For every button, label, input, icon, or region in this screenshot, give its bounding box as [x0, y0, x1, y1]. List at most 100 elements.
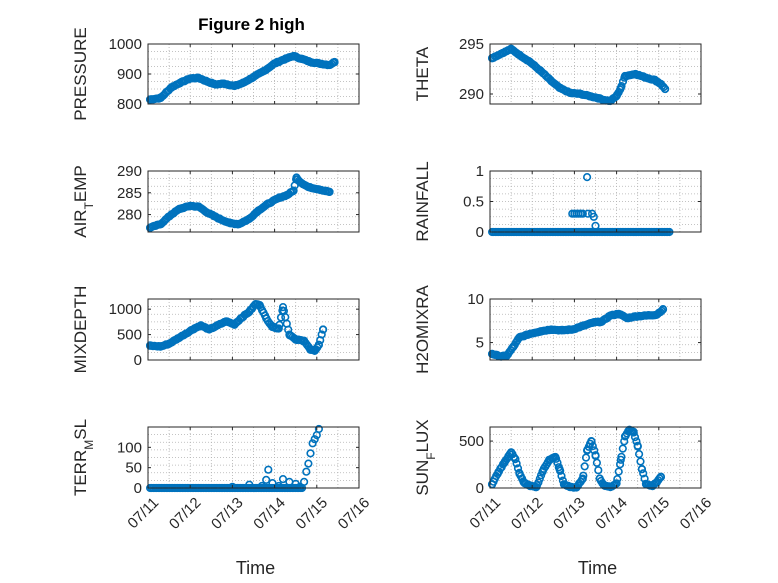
x-tick-label: 07/16 [335, 494, 374, 533]
data-point [622, 314, 632, 323]
data-point [502, 351, 512, 360]
data-point [194, 202, 203, 211]
data-point [582, 446, 592, 455]
y-tick-label: 1000 [109, 36, 142, 53]
y-axis-label: SUNFLUX [413, 419, 438, 495]
data-point [289, 186, 298, 195]
data-point [494, 467, 503, 477]
data-point [308, 439, 317, 448]
x-tick-label: 07/13 [208, 494, 247, 533]
data-point [532, 483, 541, 492]
data-point [536, 66, 545, 76]
data-point [245, 307, 254, 316]
data-point [260, 66, 269, 76]
x-tick-label: 07/14 [592, 494, 631, 533]
data-point [167, 83, 176, 92]
axes-box [489, 43, 702, 105]
data-point [310, 346, 319, 356]
x-tick-label: 07/15 [634, 494, 673, 533]
data-point [591, 221, 600, 230]
data-point [186, 201, 195, 210]
data-point [156, 93, 165, 103]
data-point [657, 306, 666, 315]
data-markers [146, 51, 339, 104]
data-point [304, 459, 313, 468]
y-tick-label: 50 [125, 460, 142, 477]
x-tick-label: 07/11 [124, 494, 162, 532]
data-point [325, 187, 334, 196]
x-axis-label: Time [236, 558, 275, 578]
data-point [515, 50, 524, 60]
axes-box [147, 170, 360, 233]
data-point [278, 303, 288, 312]
data-point [264, 199, 273, 208]
data-point [612, 91, 621, 101]
data-point [652, 478, 661, 487]
axes-sun_flux: 0 500 07/11 07/12 07/13 07/14 07/15 07/16 SUNFLU… [413, 419, 715, 578]
data-point [555, 465, 564, 474]
data-point [498, 48, 507, 58]
data-point [488, 349, 497, 359]
data-point [278, 475, 288, 484]
data-markers [488, 305, 668, 361]
data-point [314, 340, 324, 349]
data-point [578, 209, 587, 218]
data-point [228, 482, 237, 491]
data-point [230, 81, 239, 91]
axes-air_temp: 280 285 290 AIRTEMP [71, 163, 360, 238]
y-axis-label: MIXDEPTH [71, 286, 90, 374]
data-point [595, 474, 604, 483]
data-point [652, 310, 661, 319]
data-point [249, 72, 258, 82]
data-point [285, 330, 294, 339]
data-point [175, 204, 184, 213]
data-point [594, 466, 603, 475]
data-point [578, 474, 587, 483]
y-tick-label: 280 [117, 207, 142, 224]
y-tick-label: 0 [476, 224, 484, 241]
data-point [507, 44, 516, 54]
x-tick-label: 07/12 [166, 494, 205, 533]
data-point [196, 321, 205, 330]
data-markers [488, 44, 670, 106]
data-point [620, 432, 630, 441]
data-point [213, 321, 222, 330]
data-point [511, 454, 520, 464]
data-point [616, 83, 625, 93]
data-point [300, 336, 309, 345]
data-point [519, 478, 528, 487]
data-point [181, 329, 191, 338]
data-point [251, 300, 260, 309]
data-point [230, 320, 239, 329]
y-axis-label: H2OMIXRA [413, 284, 432, 373]
data-point [186, 74, 195, 83]
data-point [551, 452, 560, 462]
axes-rainfall: 0 0.5 1 RAINFALL [413, 161, 702, 242]
data-point [146, 95, 155, 104]
axes-box [489, 426, 702, 489]
data-point [215, 214, 224, 223]
data-point [245, 214, 254, 223]
data-point [156, 342, 165, 351]
data-point [547, 76, 556, 86]
y-tick-label: 800 [117, 96, 142, 113]
data-point [281, 54, 290, 64]
data-point [268, 479, 277, 488]
data-point [253, 207, 262, 216]
x-tick-label: 07/15 [292, 494, 331, 533]
data-point [616, 455, 625, 464]
data-point [509, 342, 518, 352]
data-point [639, 469, 648, 478]
data-point [618, 444, 627, 453]
data-point [589, 212, 598, 221]
data-point [302, 467, 311, 476]
x-tick-label: 07/13 [550, 494, 589, 533]
axes-pressure: 800 900 1000 PRESSURE Figure 2 high [71, 15, 360, 121]
data-point [606, 483, 615, 492]
data-point [620, 71, 630, 81]
data-point [585, 91, 594, 101]
data-point [639, 72, 649, 82]
data-point [257, 481, 267, 491]
y-tick-label: 290 [117, 163, 142, 180]
